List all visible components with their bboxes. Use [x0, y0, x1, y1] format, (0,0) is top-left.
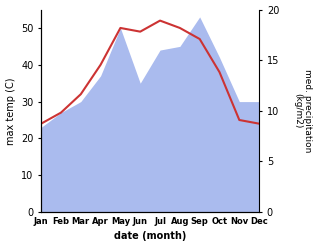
Y-axis label: max temp (C): max temp (C): [5, 77, 16, 144]
Y-axis label: med. precipitation
(kg/m2): med. precipitation (kg/m2): [293, 69, 313, 152]
X-axis label: date (month): date (month): [114, 231, 186, 242]
